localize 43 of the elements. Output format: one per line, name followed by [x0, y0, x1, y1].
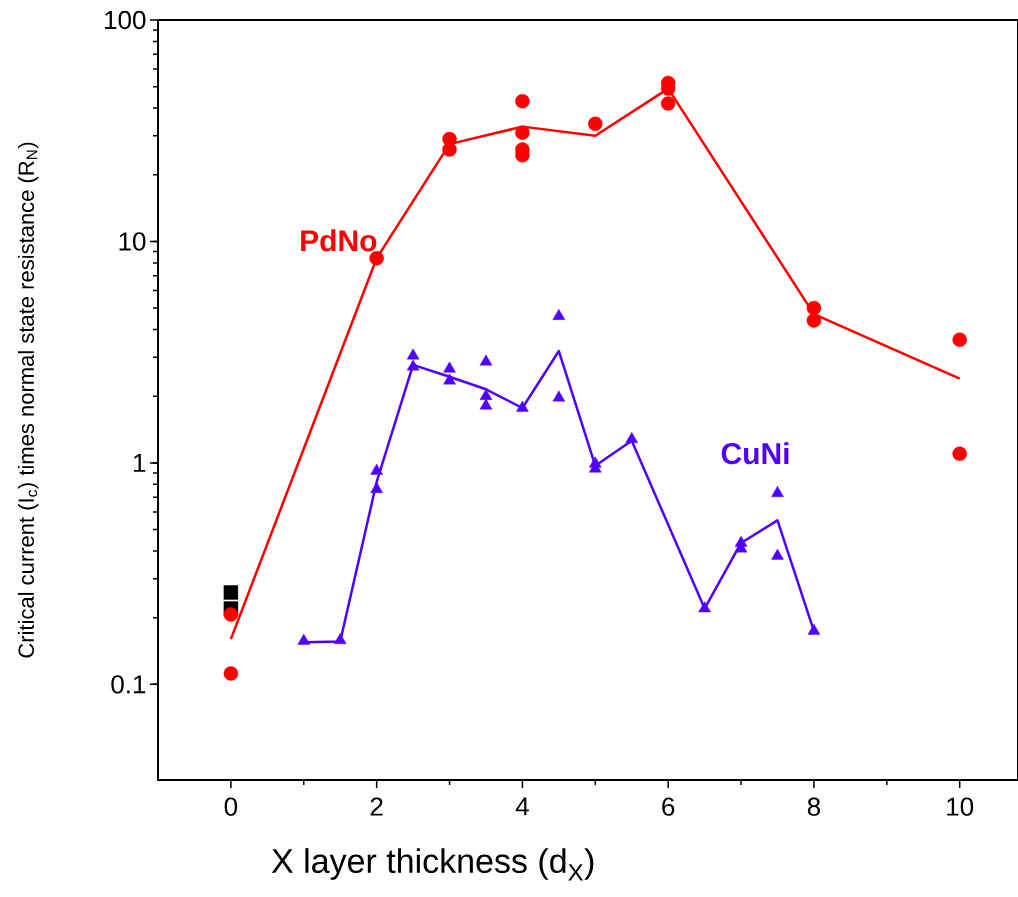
point — [771, 485, 784, 497]
point — [552, 308, 566, 320]
point — [952, 332, 967, 347]
x-tick-label: 0 — [224, 797, 238, 816]
point — [698, 601, 711, 613]
x-tick-label: 2 — [370, 797, 383, 816]
point — [370, 482, 383, 493]
point — [479, 389, 493, 400]
point — [479, 398, 493, 410]
point — [443, 361, 456, 373]
point — [660, 96, 676, 111]
point — [442, 142, 457, 157]
x-axis-title: X layer thickness (d$_{X}$) — [271, 848, 594, 881]
point — [806, 300, 822, 316]
point — [806, 313, 822, 328]
point — [515, 125, 530, 140]
point — [516, 400, 529, 412]
point — [807, 623, 821, 635]
y-tick-label: 0.1 — [111, 675, 146, 694]
series-label: PdNo — [301, 229, 377, 252]
x-tick-label: 6 — [662, 797, 675, 816]
y-tick-label: 100 — [105, 10, 146, 30]
y-tick-label: 1 — [133, 453, 146, 472]
point — [406, 359, 420, 371]
point — [443, 373, 456, 385]
point — [370, 463, 383, 475]
point — [369, 251, 384, 266]
point — [588, 116, 603, 131]
point — [952, 446, 967, 461]
x-tick-label: 10 — [947, 797, 974, 816]
point — [297, 633, 311, 645]
x-tick-label: 8 — [807, 797, 821, 816]
series-label: CuNi — [721, 442, 789, 465]
y-tick-label: 10 — [119, 232, 146, 251]
point — [552, 390, 566, 402]
point — [333, 633, 347, 645]
point — [771, 548, 784, 560]
x-tick-label: 4 — [515, 797, 529, 816]
point — [515, 93, 530, 109]
point — [625, 431, 638, 443]
point — [479, 354, 493, 366]
point — [406, 348, 420, 360]
y-axis-title: Critical current (I$_{c}$) times normal state resistance (R$_{N}$) — [17, 142, 39, 658]
